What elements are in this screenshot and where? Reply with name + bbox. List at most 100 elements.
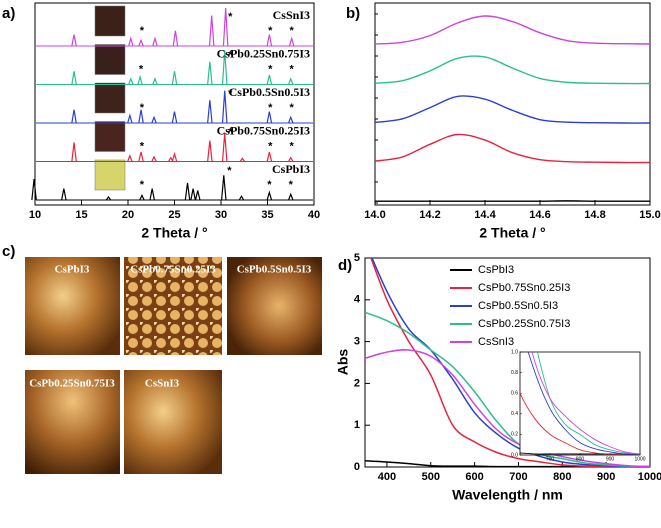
peak-marker: * bbox=[290, 63, 295, 75]
xrd-peak bbox=[128, 156, 132, 162]
inset-y-tick-label: 0.8 bbox=[511, 370, 518, 376]
x-tick-label: 35 bbox=[261, 209, 273, 221]
x-tick-label: 14.0 bbox=[364, 209, 385, 221]
inset-x-tick-label: 800 bbox=[576, 456, 585, 462]
y-tick-label: 5 bbox=[354, 252, 360, 264]
x-tick-label: 10 bbox=[29, 209, 41, 221]
xrd-peak bbox=[139, 152, 143, 162]
x-tick-label: 14.8 bbox=[584, 209, 605, 221]
inset-x-tick-label: 1000 bbox=[634, 456, 645, 462]
x-tick-label: 500 bbox=[422, 471, 440, 483]
xrd-curve bbox=[375, 16, 650, 44]
tile-label: CsPb0.75Sn0.25I3 bbox=[130, 264, 216, 276]
y-tick-label: 3 bbox=[354, 336, 360, 348]
y-tick-label: 0 bbox=[354, 461, 360, 473]
xrd-peak bbox=[173, 31, 177, 46]
sample-photo bbox=[95, 83, 125, 113]
peak-marker: * bbox=[268, 25, 273, 37]
peak-marker: * bbox=[290, 102, 295, 114]
x-tick-label: 20 bbox=[122, 209, 134, 221]
peak-marker: * bbox=[140, 179, 145, 191]
xrd-curve bbox=[375, 96, 650, 123]
x-tick-label: 14.4 bbox=[474, 209, 496, 221]
x-tick-label: 25 bbox=[168, 209, 180, 221]
inset-x-tick-label: 900 bbox=[606, 456, 615, 462]
x-tick-label: 700 bbox=[509, 471, 527, 483]
xrd-curve bbox=[375, 134, 650, 162]
y-tick-label: 2 bbox=[354, 377, 360, 389]
peak-marker: * bbox=[290, 140, 295, 152]
inset-frame bbox=[520, 352, 640, 455]
xrd-peak bbox=[172, 154, 176, 162]
xrd-peak bbox=[153, 79, 157, 85]
inset-x-tick-label: 700 bbox=[546, 456, 555, 462]
x-tick-label: 15 bbox=[75, 209, 87, 221]
panel-label: d) bbox=[338, 257, 352, 274]
xrd-peak bbox=[267, 192, 271, 200]
peak-marker: * bbox=[267, 179, 272, 191]
xrd-peak bbox=[129, 38, 133, 46]
peak-marker: * bbox=[140, 102, 145, 114]
peak-marker: * bbox=[227, 165, 232, 177]
xrd-peak bbox=[172, 71, 176, 84]
series-label: CsPb0.75Sn0.25I3 bbox=[217, 123, 310, 137]
series-label: CsPb0.5Sn0.5I3 bbox=[229, 85, 310, 99]
peak-marker: * bbox=[268, 140, 273, 152]
inset-y-tick-label: 1.0 bbox=[511, 349, 518, 355]
x-tick-label: 900 bbox=[597, 471, 615, 483]
x-tick-label: 30 bbox=[215, 209, 227, 221]
x-tick-label: 14.6 bbox=[529, 209, 550, 221]
xrd-peak bbox=[172, 112, 176, 123]
xrd-peak bbox=[139, 40, 143, 46]
xrd-peak bbox=[152, 117, 156, 123]
xrd-curve bbox=[375, 56, 650, 84]
legend-label: CsPb0.25Sn0.75I3 bbox=[478, 318, 570, 330]
xrd-peak bbox=[62, 189, 66, 200]
xrd-peak bbox=[239, 196, 243, 200]
xrd-peak bbox=[128, 115, 132, 123]
xrd-peak bbox=[289, 194, 293, 200]
y-tick-label: 4 bbox=[354, 294, 361, 306]
peak-marker: * bbox=[290, 25, 295, 37]
xrd-peak bbox=[153, 38, 157, 46]
series-label: CsPbI3 bbox=[272, 162, 310, 176]
xrd-peak bbox=[208, 62, 212, 85]
xrd-peak bbox=[196, 191, 200, 201]
panel-label: b) bbox=[346, 5, 360, 22]
xrd-peak bbox=[289, 117, 293, 123]
peak-marker: * bbox=[228, 11, 233, 23]
xrd-peak bbox=[223, 133, 227, 162]
peak-marker: * bbox=[268, 102, 273, 114]
xrd-peak bbox=[32, 179, 36, 200]
xrd-peak bbox=[222, 175, 226, 200]
xrd-peak bbox=[267, 152, 271, 162]
inset-y-tick-label: 0.6 bbox=[511, 391, 518, 397]
xrd-peak bbox=[289, 38, 293, 46]
inset-y-tick-label: 0.0 bbox=[511, 452, 518, 458]
x-tick-label: 15.0 bbox=[639, 209, 660, 221]
xrd-peak bbox=[208, 100, 212, 123]
peak-marker: * bbox=[139, 63, 144, 75]
xrd-peak bbox=[210, 16, 214, 46]
inset-y-tick-label: 0.2 bbox=[511, 432, 518, 438]
xrd-peak bbox=[72, 35, 76, 46]
xrd-peak bbox=[208, 141, 212, 162]
x-tick-label: 800 bbox=[553, 471, 571, 483]
panel-label: a) bbox=[2, 5, 15, 22]
xrd-peak bbox=[72, 143, 76, 162]
sample-photo bbox=[95, 122, 125, 152]
legend-label: CsPbI3 bbox=[478, 264, 514, 276]
y-axis-label: Abs bbox=[335, 349, 351, 376]
inset-y-tick-label: 0.4 bbox=[511, 411, 518, 417]
tile-label: CsPb0.25Sn0.75I3 bbox=[29, 378, 115, 390]
x-tick-label: 40 bbox=[308, 209, 320, 221]
panel-label: c) bbox=[2, 243, 15, 260]
sample-photo bbox=[95, 160, 125, 190]
peak-marker: * bbox=[140, 25, 145, 37]
xrd-peak bbox=[191, 189, 195, 200]
peak-marker: * bbox=[289, 179, 294, 191]
tile-label: CsPbI3 bbox=[55, 264, 90, 276]
x-tick-label: 1000 bbox=[638, 471, 661, 483]
sample-photo bbox=[95, 45, 125, 75]
legend-label: CsPb0.5Sn0.5I3 bbox=[478, 300, 558, 312]
